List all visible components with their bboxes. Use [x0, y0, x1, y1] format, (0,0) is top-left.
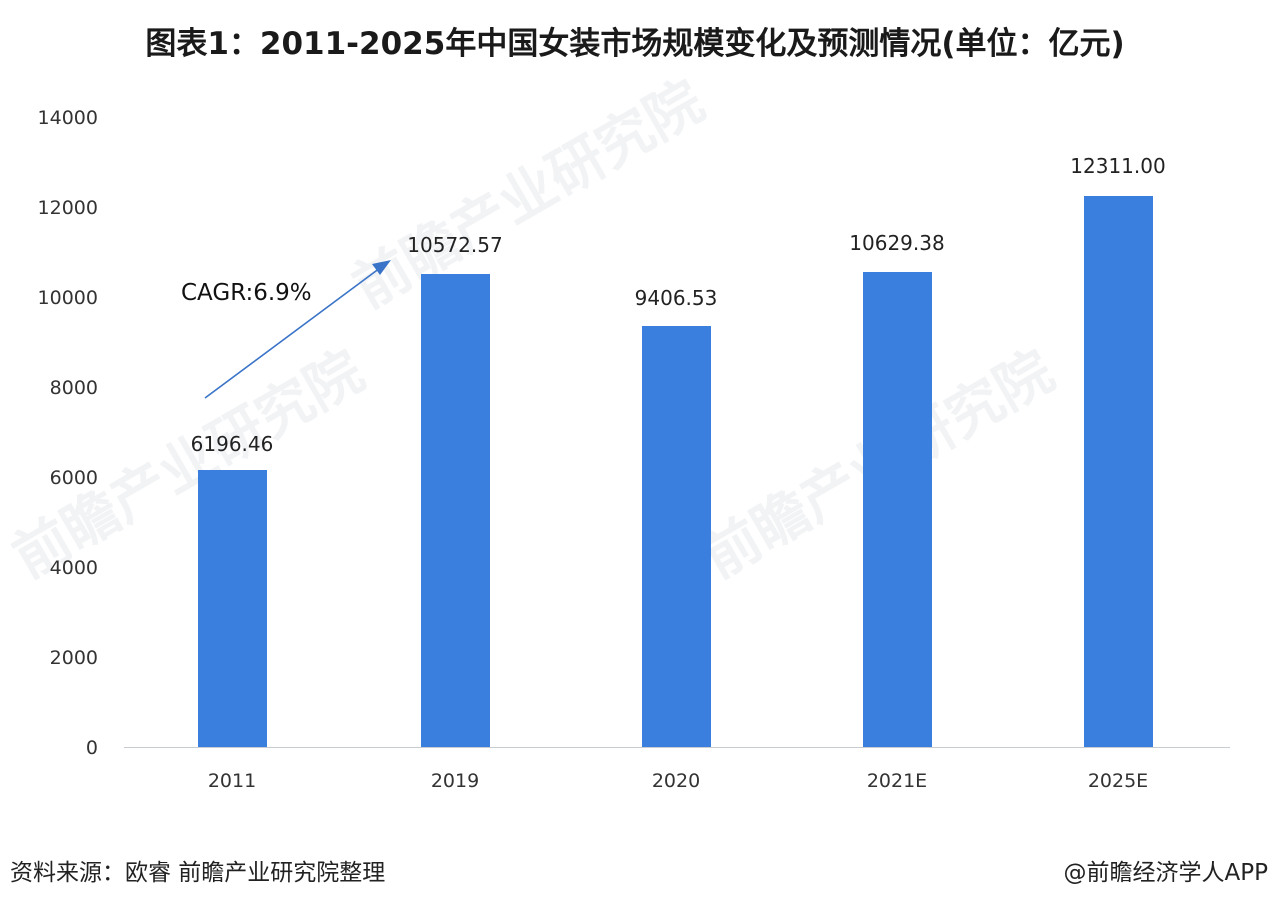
x-tick: 2020 [651, 770, 701, 792]
bar-value-label: 12311.00 [1070, 154, 1166, 178]
bar-2021e [863, 272, 932, 747]
x-tick: 2021E [866, 770, 928, 792]
x-tick: 2025E [1087, 770, 1149, 792]
y-tick: 6000 [49, 467, 98, 489]
bar-value-label: 10629.38 [849, 231, 945, 255]
y-tick: 10000 [37, 287, 98, 309]
bar-2019 [421, 274, 490, 747]
chart-title: 图表1：2011-2025年中国女装市场规模变化及预测情况(单位：亿元) [145, 26, 1125, 62]
y-tick: 14000 [37, 107, 98, 129]
bar-2025e [1084, 196, 1153, 747]
bar-value-label: 9406.53 [634, 286, 718, 310]
x-tick: 2011 [207, 770, 257, 792]
bar-value-label: 6196.46 [190, 432, 274, 456]
source-note: 资料来源：欧睿 前瞻产业研究院整理 [10, 860, 386, 886]
y-tick: 0 [85, 737, 98, 759]
cagr-annotation: CAGR:6.9% [181, 280, 312, 306]
bar-2011 [198, 470, 267, 747]
watermark: 前瞻产业研究院 [2, 338, 375, 591]
y-tick: 2000 [49, 647, 98, 669]
credit-note: @前瞻经济学人APP [1063, 860, 1268, 886]
y-tick: 8000 [49, 377, 98, 399]
y-tick: 4000 [49, 557, 98, 579]
bar-2020 [642, 326, 711, 747]
watermark: 前瞻产业研究院 [342, 68, 715, 321]
bar-value-label: 10572.57 [407, 233, 503, 257]
x-axis-line [124, 747, 1230, 748]
x-tick: 2019 [430, 770, 480, 792]
y-tick: 12000 [37, 197, 98, 219]
